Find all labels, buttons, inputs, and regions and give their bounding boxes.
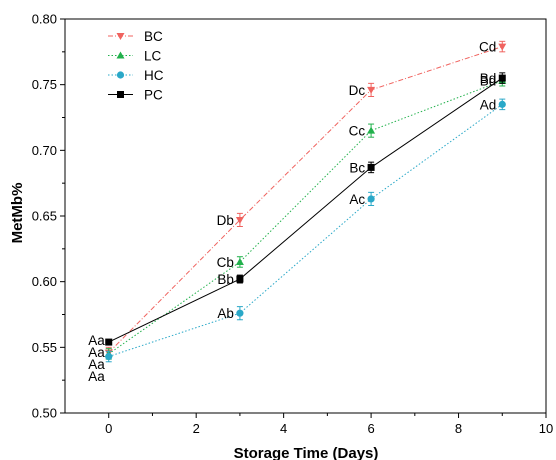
point-label-bc: Db <box>217 213 234 228</box>
legend-marker <box>117 91 124 98</box>
y-tick-label: 0.80 <box>32 12 57 27</box>
point-label-hc: Ab <box>217 306 234 321</box>
legend-label: LC <box>144 49 162 64</box>
series-line-bc <box>108 46 503 353</box>
point-label-pc: Bd <box>480 71 497 86</box>
data-point-hc <box>236 309 244 317</box>
data-point-hc <box>367 195 375 203</box>
series-line-pc <box>108 77 503 343</box>
data-point-pc <box>498 74 506 82</box>
point-label-hc: Ac <box>349 192 365 207</box>
y-tick-label: 0.55 <box>32 340 57 355</box>
legend-label: BC <box>144 29 163 44</box>
series-hc <box>105 98 506 363</box>
point-label-lc: Bd <box>480 74 497 89</box>
point-label-bc: Dc <box>349 83 366 98</box>
data-point-bc <box>367 86 376 94</box>
point-label-pc: Bc <box>349 160 365 175</box>
data-point-bc <box>235 216 244 224</box>
point-label-hc: Ad <box>480 97 497 112</box>
legend-label: HC <box>144 68 164 83</box>
y-axis-title: MetMb% <box>9 183 26 244</box>
data-point-pc <box>236 275 244 283</box>
y-tick-label: 0.50 <box>32 406 57 421</box>
data-point-pc <box>105 338 113 346</box>
data-point-pc <box>367 163 375 171</box>
legend-item-pc: PC <box>108 88 163 103</box>
legend-marker <box>116 33 125 40</box>
series-bc <box>104 40 507 359</box>
series-line-lc <box>108 80 503 355</box>
x-axis-title: Storage Time (Days) <box>234 445 379 460</box>
x-tick-label: 0 <box>105 421 112 436</box>
data-point-lc <box>235 257 244 265</box>
point-label-lc: Cb <box>217 255 234 270</box>
data-point-lc <box>367 126 376 134</box>
legend-marker <box>116 71 125 79</box>
legend-marker <box>116 51 125 59</box>
x-tick-label: 10 <box>539 421 553 436</box>
plot-frame <box>64 18 547 414</box>
point-label-lc: Cc <box>349 124 366 139</box>
data-point-hc <box>105 352 113 361</box>
point-label-bc: Cd <box>479 40 496 55</box>
legend: BC LC HC PC <box>108 29 164 103</box>
y-tick-label: 0.75 <box>32 77 57 92</box>
legend-item-hc: HC <box>108 68 164 83</box>
series-line-hc <box>108 103 503 358</box>
point-label-hc: Aa <box>88 369 105 384</box>
legend-label: PC <box>144 88 163 103</box>
series-layer <box>104 40 507 363</box>
y-tick-label: 0.65 <box>32 209 57 224</box>
point-label-pc: Aa <box>88 333 105 348</box>
x-tick-label: 4 <box>280 421 287 436</box>
point-label-lc: Aa <box>88 345 105 360</box>
series-pc <box>105 72 506 346</box>
y-tick-label: 0.70 <box>32 143 57 158</box>
point-label-bc: Aa <box>88 357 105 372</box>
y-tick-label: 0.60 <box>32 274 57 289</box>
legend-item-lc: LC <box>108 49 162 64</box>
axes: 0 2 4 6 8 10 0.50 0.55 0.60 0.65 0.70 0.75 0.80 <box>32 12 554 437</box>
x-tick-label: 2 <box>193 421 200 436</box>
series-lc <box>104 74 507 360</box>
data-point-hc <box>498 100 506 108</box>
x-tick-label: 6 <box>367 421 374 436</box>
legend-item-bc: BC <box>108 29 163 44</box>
point-label-pc: Bb <box>217 272 234 287</box>
data-point-bc <box>498 43 507 51</box>
x-tick-label: 8 <box>455 421 462 436</box>
